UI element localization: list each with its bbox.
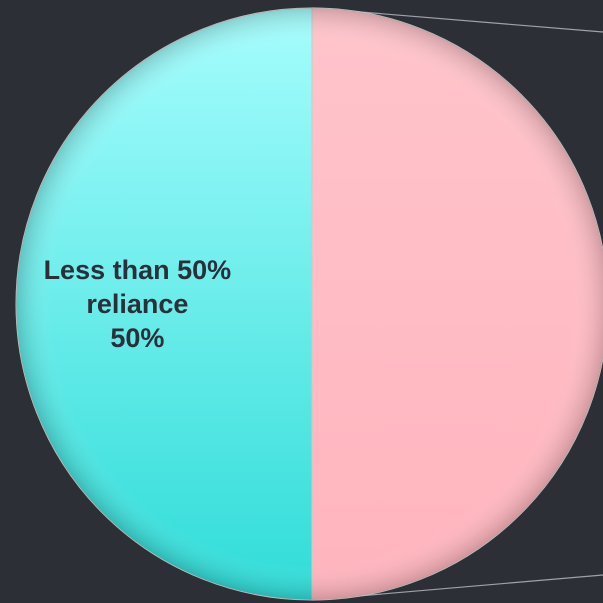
pie-edge-shading: [16, 8, 603, 600]
slice-0-category-label: Less than 50%: [44, 255, 232, 285]
pie-labels: Less than 50% reliance 50%: [44, 255, 232, 353]
slice-0-value-label: 50%: [110, 323, 164, 353]
slice-0-category-label: reliance: [86, 289, 188, 319]
